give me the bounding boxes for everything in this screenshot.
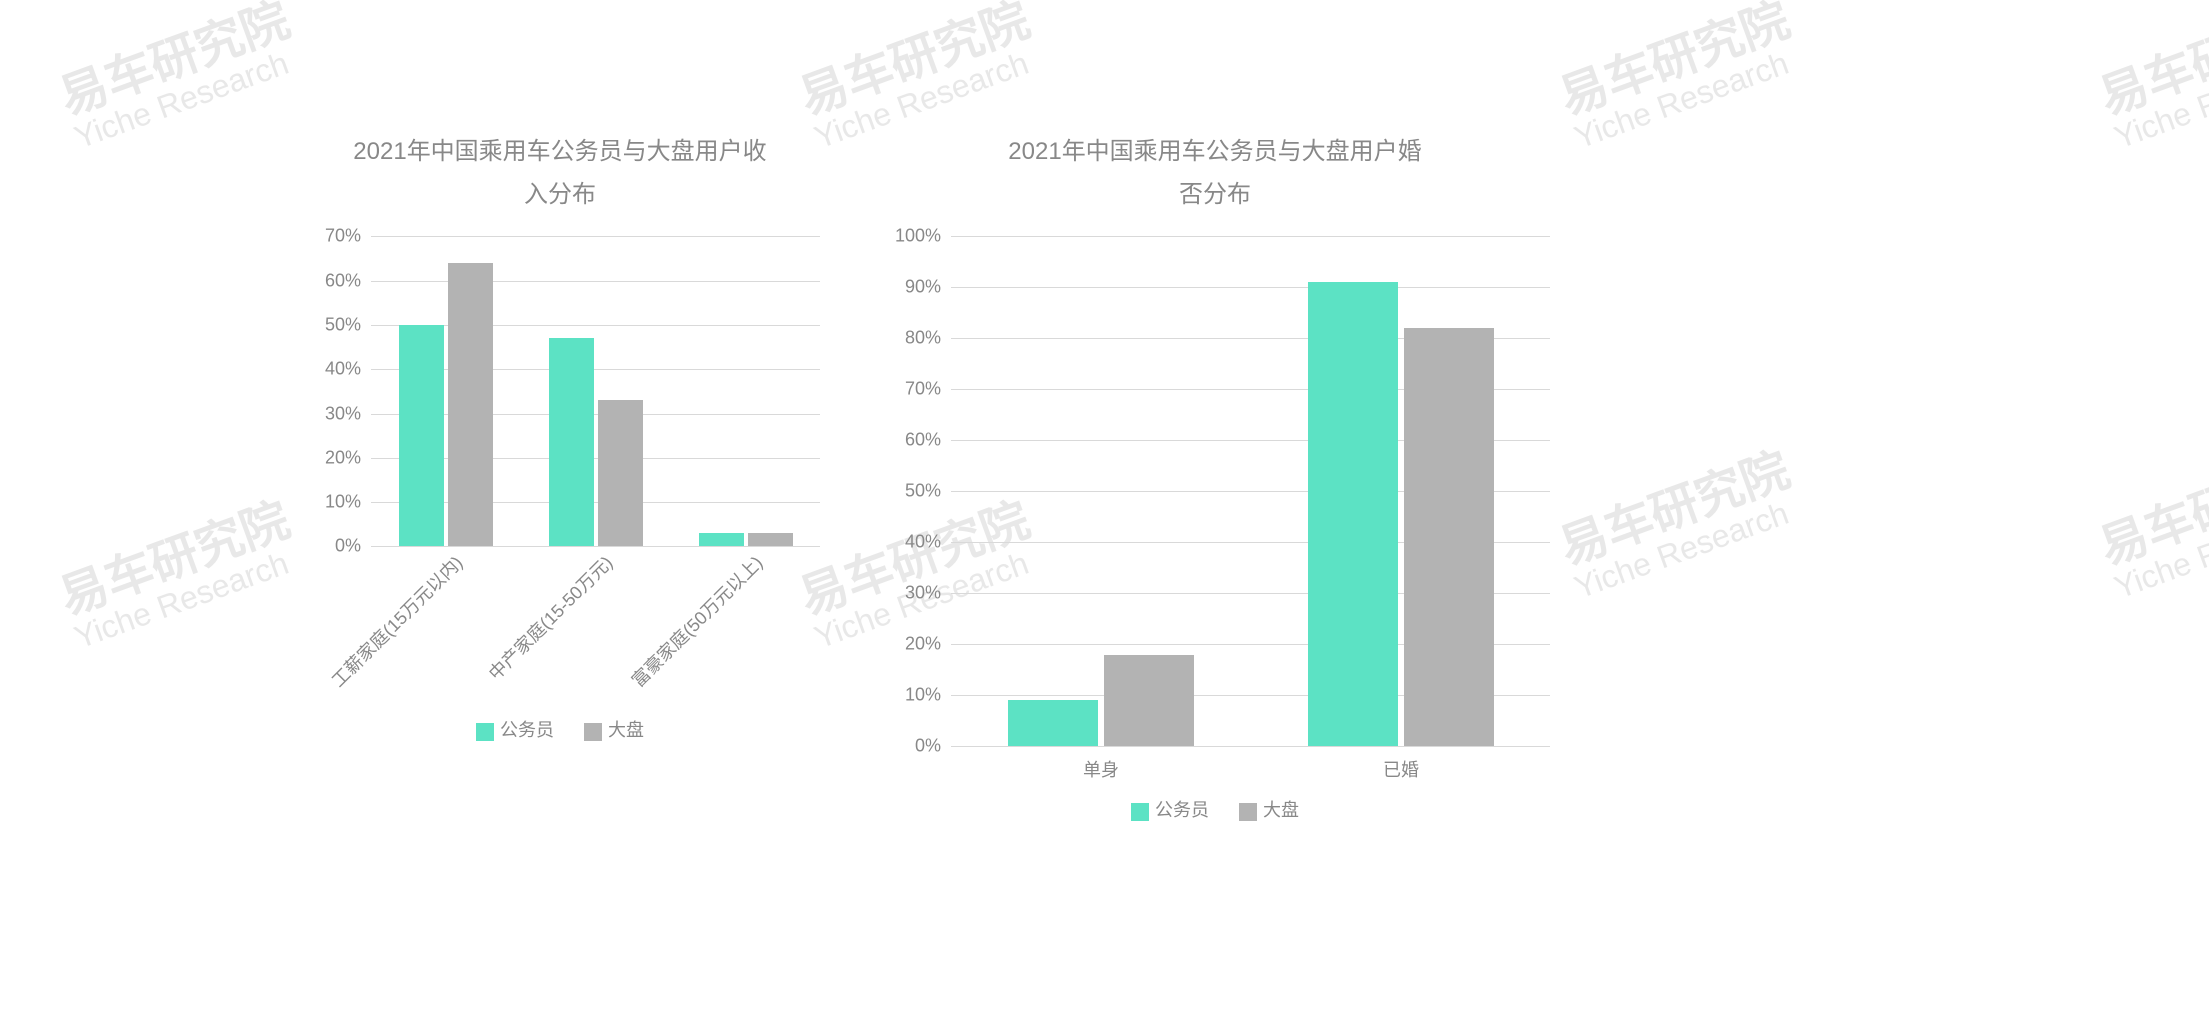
x-tick-label: 已婚 xyxy=(1383,756,1419,782)
x-tick-label: 富豪家庭(50万元以上) xyxy=(625,550,768,693)
bar-s1 xyxy=(399,325,444,546)
watermark-cn: 易车研究院 xyxy=(793,0,1037,125)
watermark-en: Yiche Research xyxy=(1569,38,1808,156)
bar-s2 xyxy=(1104,655,1194,747)
y-tick-label: 70% xyxy=(905,379,951,400)
bar-s2 xyxy=(448,263,493,546)
legend1-s1: 公务员 xyxy=(476,716,554,742)
bar-s2 xyxy=(1404,328,1494,746)
marital-chart: 2021年中国乘用车公务员与大盘用户婚 否分布 0% 10% 20% 30% 40% 50… xyxy=(880,130,1550,822)
y-tick-label: 70% xyxy=(325,226,371,247)
y-tick-label: 10% xyxy=(905,685,951,706)
y-tick-label: 60% xyxy=(905,430,951,451)
x-tick-label: 单身 xyxy=(1083,756,1119,782)
x-tick-label: 工薪家庭(15万元以内) xyxy=(325,550,468,693)
watermark: 易车研究院Yiche Research xyxy=(2092,0,2209,156)
y-tick-label: 20% xyxy=(905,634,951,655)
watermark-cn: 易车研究院 xyxy=(53,493,297,625)
bar-s2 xyxy=(748,533,793,546)
chart2-title: 2021年中国乘用车公务员与大盘用户婚 否分布 xyxy=(1008,130,1421,216)
legend1-s1-label: 公务员 xyxy=(500,720,554,740)
chart1-title-l1: 2021年中国乘用车公务员与大盘用户收 xyxy=(353,138,766,165)
watermark-cn: 易车研究院 xyxy=(1553,443,1797,575)
watermark-cn: 易车研究院 xyxy=(1553,0,1797,125)
chart2-title-l1: 2021年中国乘用车公务员与大盘用户婚 xyxy=(1008,138,1421,165)
y-tick-label: 20% xyxy=(325,447,371,468)
legend1-s2: 大盘 xyxy=(584,716,644,742)
y-tick-label: 100% xyxy=(895,226,951,247)
y-tick-label: 50% xyxy=(905,481,951,502)
income-chart: 2021年中国乘用车公务员与大盘用户收 入分布 0% 10% 20% 30% 40% 50… xyxy=(300,130,820,822)
y-tick-label: 80% xyxy=(905,328,951,349)
y-tick-label: 40% xyxy=(325,359,371,380)
legend1-s2-swatch xyxy=(584,723,602,741)
watermark: 易车研究院Yiche Research xyxy=(1552,0,1808,156)
legend2-s1: 公务员 xyxy=(1131,796,1209,822)
y-tick-label: 90% xyxy=(905,277,951,298)
chart1-plot: 0%10%20%30%40%50%60%70%工薪家庭(15万元以内)中产家庭(… xyxy=(300,236,820,546)
watermark-en: Yiche Research xyxy=(2109,38,2209,156)
y-tick-label: 10% xyxy=(325,492,371,513)
y-tick-label: 0% xyxy=(915,736,951,757)
watermark-en: Yiche Research xyxy=(69,538,308,656)
gridline xyxy=(371,546,820,547)
legend2-s2-swatch xyxy=(1239,803,1257,821)
bar-s1 xyxy=(699,533,744,546)
y-tick-label: 40% xyxy=(905,532,951,553)
watermark-cn: 易车研究院 xyxy=(2093,443,2209,575)
y-tick-label: 30% xyxy=(905,583,951,604)
legend2-s1-label: 公务员 xyxy=(1155,800,1209,820)
legend2-s2-label: 大盘 xyxy=(1263,800,1299,820)
legend2-s1-swatch xyxy=(1131,803,1149,821)
chart1-legend: 公务员 大盘 xyxy=(476,716,644,742)
watermark: 易车研究院Yiche Research xyxy=(2092,442,2209,607)
y-tick-label: 60% xyxy=(325,270,371,291)
charts-row: 2021年中国乘用车公务员与大盘用户收 入分布 0% 10% 20% 30% 40% 50… xyxy=(300,130,1550,822)
chart2-title-l2: 否分布 xyxy=(1179,181,1251,208)
chart2-plot: 0%10%20%30%40%50%60%70%80%90%100%单身已婚 xyxy=(880,236,1550,746)
legend2-s2: 大盘 xyxy=(1239,796,1299,822)
y-tick-label: 0% xyxy=(335,536,371,557)
y-tick-label: 30% xyxy=(325,403,371,424)
watermark-cn: 易车研究院 xyxy=(2093,0,2209,125)
bar-s2 xyxy=(598,400,643,546)
bar-s1 xyxy=(1008,700,1098,746)
watermark: 易车研究院Yiche Research xyxy=(52,0,308,156)
watermark-cn: 易车研究院 xyxy=(53,0,297,125)
legend1-s2-label: 大盘 xyxy=(608,720,644,740)
watermark: 易车研究院Yiche Research xyxy=(1552,442,1808,607)
legend1-s1-swatch xyxy=(476,723,494,741)
chart1-title: 2021年中国乘用车公务员与大盘用户收 入分布 xyxy=(353,130,766,216)
watermark: 易车研究院Yiche Research xyxy=(52,492,308,657)
chart1-title-l2: 入分布 xyxy=(524,181,596,208)
gridline xyxy=(951,746,1550,747)
bar-s1 xyxy=(1308,282,1398,746)
watermark-en: Yiche Research xyxy=(1569,488,1808,606)
chart2-legend: 公务员 大盘 xyxy=(1131,796,1299,822)
y-tick-label: 50% xyxy=(325,314,371,335)
watermark-en: Yiche Research xyxy=(69,38,308,156)
bar-s1 xyxy=(549,338,594,546)
watermark-en: Yiche Research xyxy=(2109,488,2209,606)
x-tick-label: 中产家庭(15-50万元) xyxy=(482,550,618,686)
